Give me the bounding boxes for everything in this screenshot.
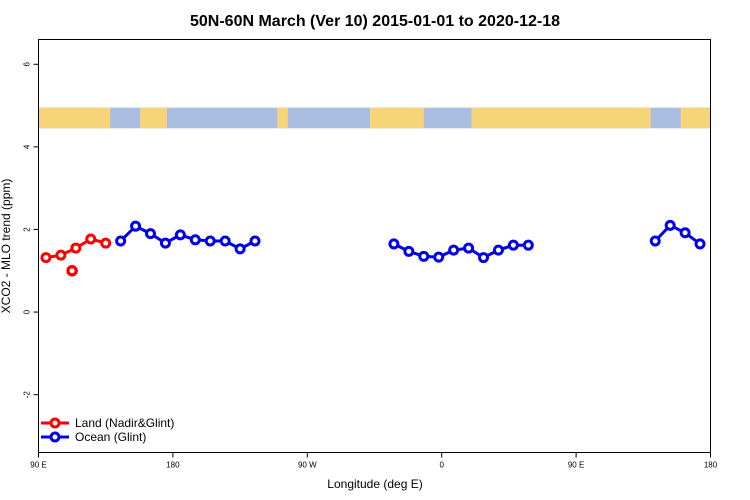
map-band-land bbox=[140, 107, 167, 129]
legend-land-label: Land (Nadir&Glint) bbox=[75, 416, 174, 430]
data-point bbox=[433, 251, 445, 263]
data-point bbox=[679, 227, 691, 239]
x-tick-label: 90 E bbox=[568, 461, 584, 470]
data-point bbox=[234, 243, 246, 255]
chart-title: 50N-60N March (Ver 10) 2015-01-01 to 202… bbox=[190, 13, 560, 30]
x-axis-label: Longitude (deg E) bbox=[327, 477, 422, 491]
data-point bbox=[249, 235, 261, 247]
data-point bbox=[649, 235, 661, 247]
data-point bbox=[507, 239, 519, 251]
legend-ocean-marker bbox=[49, 431, 61, 443]
x-tick-label: 90 E bbox=[30, 461, 46, 470]
data-point bbox=[463, 242, 475, 254]
data-point bbox=[448, 244, 460, 256]
y-tick-label: 4 bbox=[23, 144, 32, 149]
x-axis: 90 E 180 90 W 0 90 E 180 bbox=[30, 452, 718, 470]
series-1 bbox=[115, 219, 706, 264]
data-point bbox=[522, 239, 534, 251]
data-point bbox=[219, 235, 231, 247]
data-point bbox=[66, 265, 78, 277]
legend-land-marker bbox=[49, 417, 61, 429]
series-0 bbox=[40, 233, 112, 277]
data-point bbox=[70, 242, 82, 254]
map-band-land bbox=[680, 107, 711, 129]
data-point bbox=[130, 220, 142, 232]
data-point bbox=[694, 238, 706, 250]
y-tick-label: 6 bbox=[23, 62, 32, 67]
data-point bbox=[204, 235, 216, 247]
y-tick-label: -2 bbox=[23, 391, 32, 399]
data-point bbox=[418, 250, 430, 262]
map-band bbox=[38, 107, 711, 129]
data-point bbox=[100, 237, 112, 249]
x-tick-label: 180 bbox=[704, 461, 718, 470]
data-point bbox=[115, 235, 127, 247]
y-tick-label: 0 bbox=[23, 309, 32, 314]
series-line bbox=[393, 242, 529, 260]
map-band-land bbox=[471, 107, 651, 129]
series-line bbox=[654, 223, 701, 246]
data-point bbox=[189, 234, 201, 246]
legend: Land (Nadir&Glint) Ocean (Glint) bbox=[41, 416, 174, 444]
y-axis-label: XCO2 - MLO trend (ppm) bbox=[0, 179, 13, 314]
y-axis: -2 0 2 4 6 bbox=[23, 62, 39, 399]
data-point bbox=[145, 228, 156, 240]
x-tick-label: 90 W bbox=[298, 461, 317, 470]
series-line bbox=[119, 224, 256, 251]
data-point bbox=[55, 249, 67, 261]
x-tick-label: 180 bbox=[166, 461, 180, 470]
map-band-land bbox=[277, 107, 288, 129]
data-point bbox=[388, 238, 400, 250]
data-point bbox=[174, 229, 186, 241]
data-point bbox=[403, 245, 415, 257]
map-band-land bbox=[38, 107, 111, 129]
map-band-land bbox=[370, 107, 424, 129]
y-tick-label: 2 bbox=[23, 227, 32, 232]
data-point bbox=[40, 252, 52, 264]
data-point bbox=[159, 237, 171, 249]
series-layer bbox=[40, 219, 706, 277]
plot-frame bbox=[38, 39, 711, 453]
x-tick-label: 0 bbox=[439, 461, 444, 470]
legend-ocean-label: Ocean (Glint) bbox=[75, 430, 146, 444]
data-point bbox=[664, 219, 676, 231]
data-point bbox=[85, 233, 97, 245]
data-point bbox=[478, 252, 490, 264]
data-point bbox=[492, 244, 504, 256]
